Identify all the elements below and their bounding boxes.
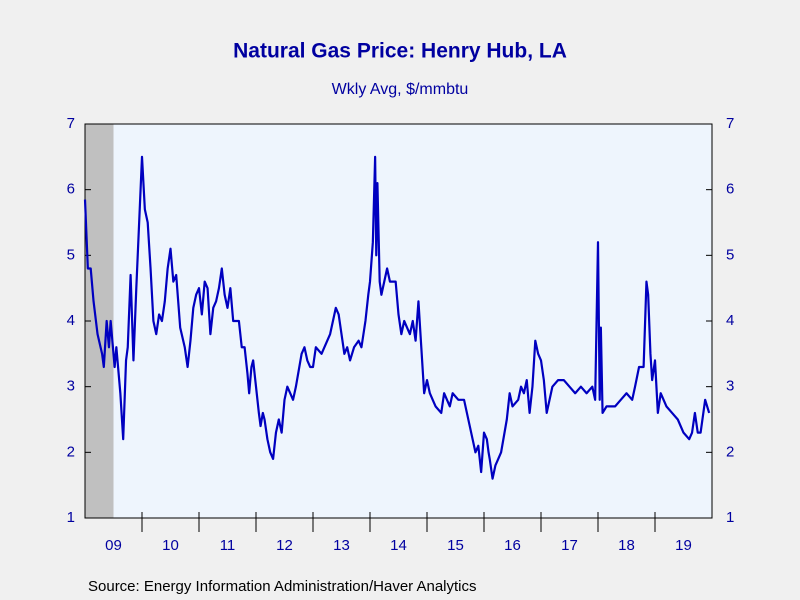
y2-tick-label: 4 — [726, 312, 734, 329]
source-note: Source: Energy Information Administratio… — [88, 578, 477, 595]
x-tick-label: 12 — [276, 537, 293, 554]
price-line — [83, 155, 711, 480]
y-tick-label: 5 — [67, 246, 75, 263]
y-tick-label: 7 — [67, 115, 75, 132]
y-tick-label: 4 — [67, 312, 75, 329]
y-tick-label: 1 — [67, 509, 75, 526]
chart-subtitle: Wkly Avg, $/mmbtu — [332, 81, 469, 98]
y-tick-label: 3 — [67, 378, 75, 395]
y-tick-label: 2 — [67, 443, 75, 460]
x-tick-label: 14 — [390, 537, 407, 554]
x-tick-label: 18 — [618, 537, 635, 554]
x-tick-label: 09 — [105, 537, 122, 554]
x-tick-label: 11 — [220, 537, 236, 554]
x-tick-label: 19 — [675, 537, 692, 554]
y2-tick-label: 1 — [726, 509, 734, 526]
y2-tick-label: 3 — [726, 378, 734, 395]
chart-title: Natural Gas Price: Henry Hub, LA — [233, 40, 567, 63]
x-tick-label: 13 — [333, 537, 350, 554]
y2-tick-label: 5 — [726, 246, 734, 263]
x-tick-label: 15 — [447, 537, 464, 554]
y2-tick-label: 2 — [726, 443, 734, 460]
y-tick-label: 6 — [67, 181, 75, 198]
y2-tick-label: 7 — [726, 115, 734, 132]
x-tick-label: 17 — [561, 537, 578, 554]
y2-tick-label: 6 — [726, 181, 734, 198]
plot-frame — [84, 123, 713, 519]
x-tick-label: 16 — [504, 537, 521, 554]
x-tick-label: 10 — [162, 537, 179, 554]
